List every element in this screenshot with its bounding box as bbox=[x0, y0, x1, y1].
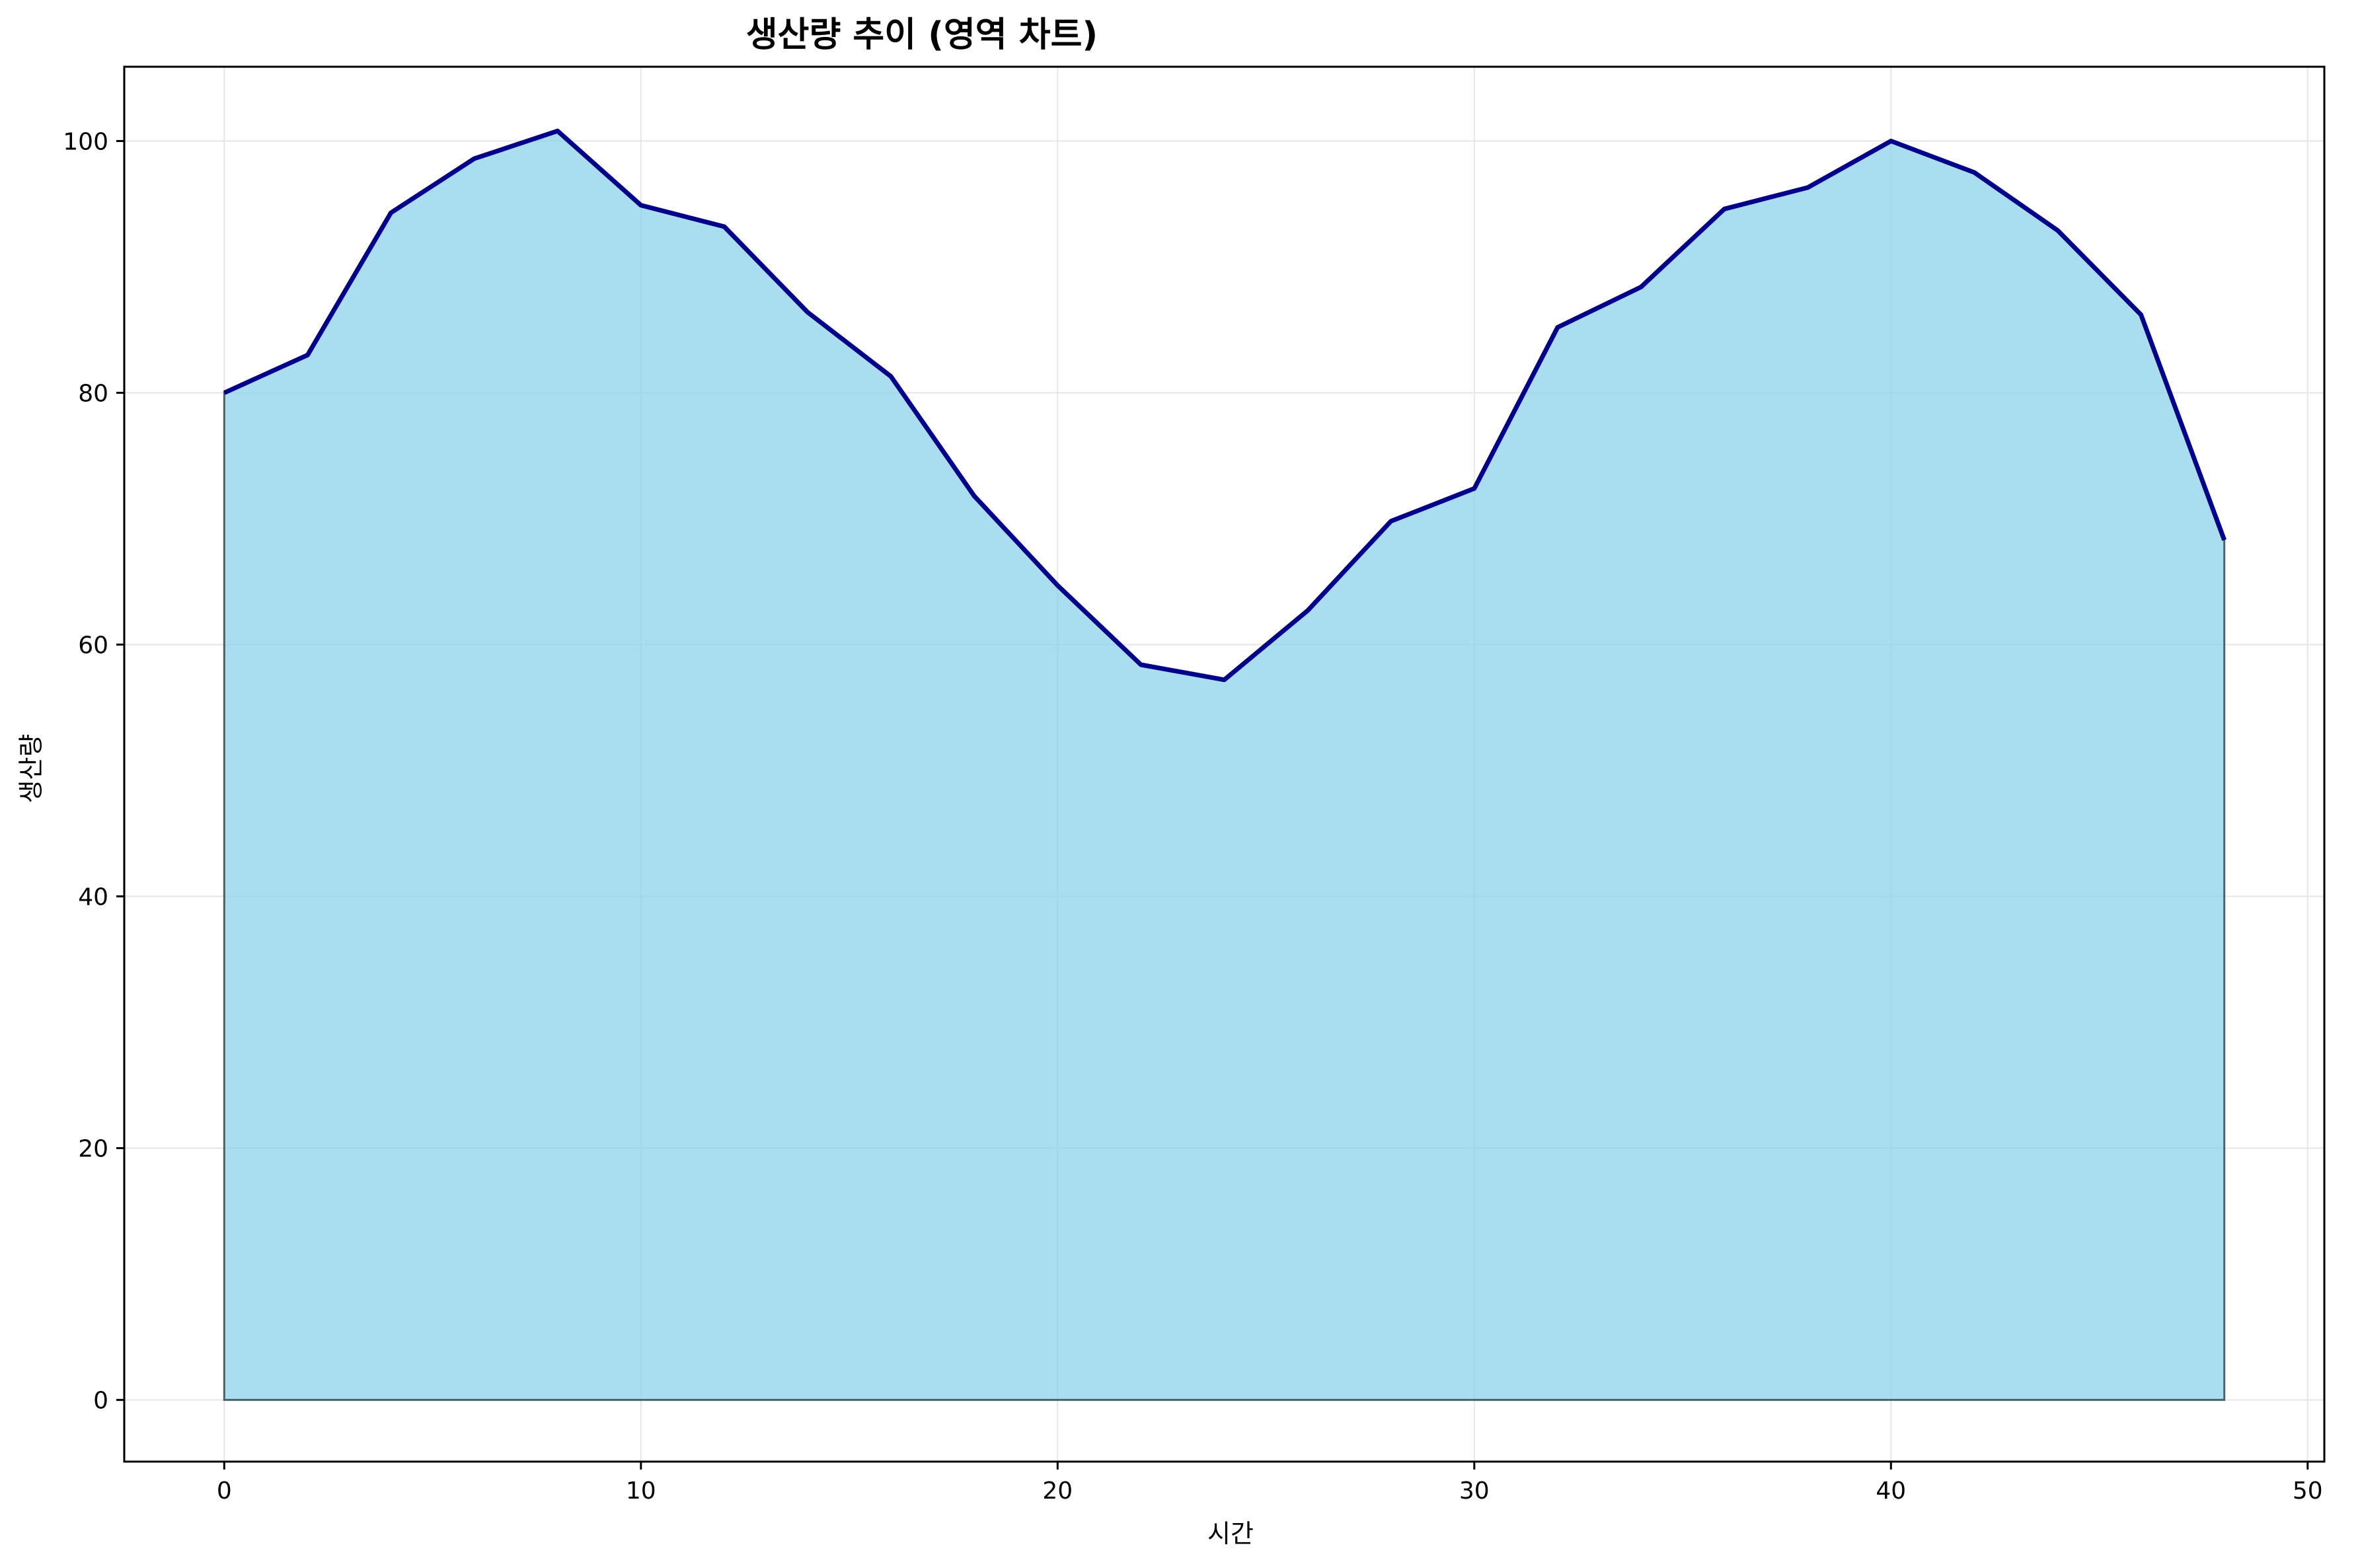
x-tick-label: 30 bbox=[1459, 1477, 1490, 1505]
y-tick-label: 100 bbox=[63, 128, 108, 155]
x-tick-label: 0 bbox=[217, 1477, 232, 1505]
x-axis: 0 10 20 30 40 50 bbox=[217, 1462, 2323, 1505]
plot-frame bbox=[123, 65, 2326, 1463]
y-tick-label: 80 bbox=[78, 380, 108, 407]
y-tick-label: 60 bbox=[78, 632, 108, 659]
area-fill bbox=[223, 130, 2226, 1401]
x-tick-label: 50 bbox=[2293, 1477, 2323, 1505]
y-tick-label: 20 bbox=[78, 1136, 108, 1163]
x-tick-label: 20 bbox=[1042, 1477, 1073, 1505]
y-axis-label: 생산량 bbox=[17, 734, 46, 803]
x-axis-label: 시간 bbox=[1207, 1519, 1254, 1548]
series-line bbox=[223, 128, 2227, 683]
y-tick-label: 40 bbox=[78, 884, 108, 911]
x-tick-label: 10 bbox=[626, 1477, 656, 1505]
chart-title: 생산량 추이 (영역 차트) bbox=[746, 15, 1098, 55]
y-axis: 0 20 40 60 80 100 bbox=[63, 128, 124, 1415]
y-tick-label: 0 bbox=[93, 1388, 108, 1415]
x-tick-label: 40 bbox=[1876, 1477, 1906, 1505]
